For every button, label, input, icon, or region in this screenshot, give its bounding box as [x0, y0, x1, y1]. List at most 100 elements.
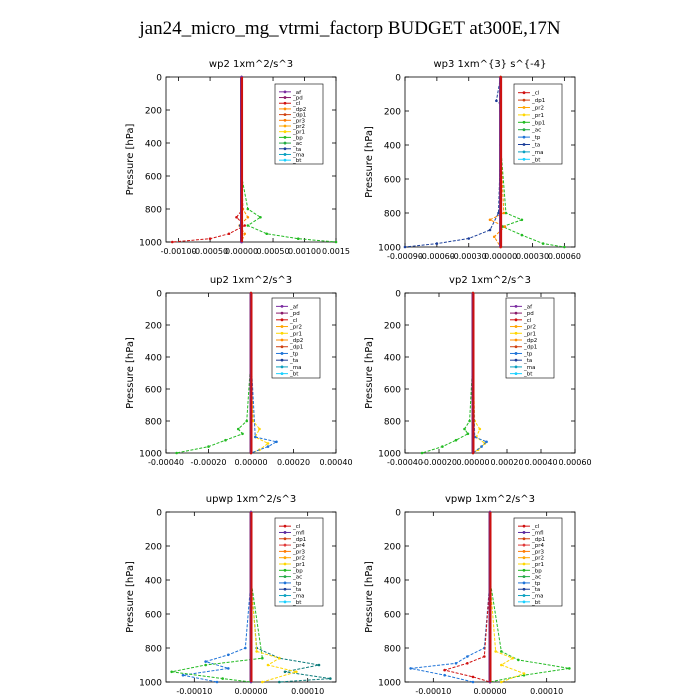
chart-title: up2 1xm^2/s^3 [210, 275, 292, 286]
legend-entry: _dp1 [523, 345, 537, 351]
data-point [495, 99, 498, 103]
data-point [503, 225, 507, 228]
legend-marker [522, 120, 526, 124]
chart-panel-4: vp2 1xm^2/s^3 Pressure [hPa] 0 200 400 600 800… [364, 275, 592, 467]
y-axis-label: Pressure [hPa] [364, 337, 375, 409]
y-tick-label: 200 [384, 322, 401, 332]
legend-entry: _pr1 [531, 113, 544, 119]
data-point [204, 663, 207, 667]
x-tick-label: 0.00000 [234, 458, 267, 467]
legend-entry: _pr1 [523, 331, 536, 337]
y-tick-label: 400 [384, 142, 401, 152]
data-point [520, 233, 524, 237]
data-point [283, 670, 287, 674]
data-point [500, 680, 503, 684]
x-tick-label: -0.00050 [192, 247, 228, 256]
legend-entry: _pr2 [523, 325, 536, 331]
x-tick-label: 0.00010 [530, 687, 563, 696]
y-tick-label: 400 [145, 140, 162, 150]
x-tick-label: 0.00060 [558, 458, 591, 467]
plot-frame [165, 76, 337, 243]
legend-entry: _pr3 [531, 549, 545, 555]
data-point [454, 438, 458, 442]
legend-entry: _tp [531, 581, 541, 587]
legend-marker [280, 318, 284, 322]
plot-frame [404, 76, 576, 248]
legend-marker [283, 124, 287, 128]
data-point [224, 438, 227, 442]
legend-marker [522, 150, 526, 154]
data-point [403, 245, 407, 249]
chart-title: vp2 1xm^2/s^3 [449, 275, 531, 286]
y-tick-label: 0 [156, 290, 162, 300]
legend-marker [280, 352, 284, 355]
chart-title: wp2 1xm^2/s^3 [209, 59, 293, 70]
legend-marker [522, 113, 526, 117]
series-line-tp [472, 293, 488, 454]
legend-entry: _dp1 [531, 537, 545, 543]
data-point [520, 218, 524, 222]
legend-entry: _pr3 [292, 118, 306, 124]
y-tick-label: 200 [145, 322, 162, 332]
legend-marker [514, 304, 518, 308]
legend-marker [522, 575, 526, 579]
data-point [246, 207, 250, 211]
data-point [466, 662, 469, 665]
legend-box [505, 297, 555, 379]
data-point [488, 228, 492, 232]
legend-entry: _pd [292, 96, 303, 102]
legend-entry: _pr1 [289, 331, 302, 337]
legend-marker [283, 130, 287, 134]
legend-entry: _ta [292, 147, 301, 153]
legend-entry: _ta [292, 587, 301, 593]
y-tick-label: 800 [145, 418, 162, 428]
legend-entry: _dp2 [289, 338, 303, 344]
legend-entry: _ta [523, 358, 532, 364]
x-tick-label: -0.00090 [387, 252, 423, 261]
legend-entry: _pr1 [292, 130, 305, 136]
legend-entry: _pr2 [531, 556, 544, 562]
data-point [485, 440, 488, 444]
data-point [334, 240, 338, 244]
legend-entry: _pd [523, 311, 534, 317]
legend-marker [522, 562, 526, 566]
x-tick-label: -0.00020 [191, 458, 227, 467]
legend-entry: _bp [292, 135, 303, 141]
data-point [471, 675, 475, 679]
x-tick-label: -0.00030 [451, 252, 487, 261]
data-point [500, 650, 503, 653]
data-point [170, 240, 174, 244]
y-tick-label: 0 [156, 74, 162, 84]
x-tick-label: -0.00010 [415, 687, 451, 696]
y-tick-label: 200 [145, 543, 162, 553]
legend-entry: _bt [531, 600, 541, 606]
data-point [246, 224, 250, 227]
data-point [517, 658, 520, 662]
legend-marker [283, 594, 287, 597]
data-point [441, 445, 444, 448]
legend-marker [280, 331, 284, 335]
legend-entry: _ac [292, 575, 302, 581]
legend-entry: _tp [523, 351, 533, 357]
legend-marker [514, 338, 518, 342]
legend-entry: _ma [292, 152, 304, 158]
legend-marker [514, 311, 518, 315]
legend-entry: _pr2 [292, 124, 305, 130]
legend-box [271, 297, 321, 379]
data-point [227, 232, 231, 236]
legend-marker [522, 543, 526, 547]
data-point [208, 237, 212, 240]
legend-entry: _dp1 [292, 537, 306, 543]
chart-title: vpwp 1xm^2/s^3 [445, 494, 535, 505]
legend-entry: _mfl [292, 530, 305, 536]
legend-marker [283, 153, 287, 156]
data-point [443, 668, 446, 672]
data-point [478, 427, 482, 431]
legend-entry: _ma [292, 594, 304, 600]
legend-entry: _bt [531, 157, 541, 163]
legend-entry: _bp [292, 568, 303, 574]
legend-entry: _af [289, 304, 299, 310]
y-axis-label: Pressure [hPa] [364, 126, 375, 198]
data-point [511, 656, 514, 660]
legend-marker [283, 587, 287, 591]
